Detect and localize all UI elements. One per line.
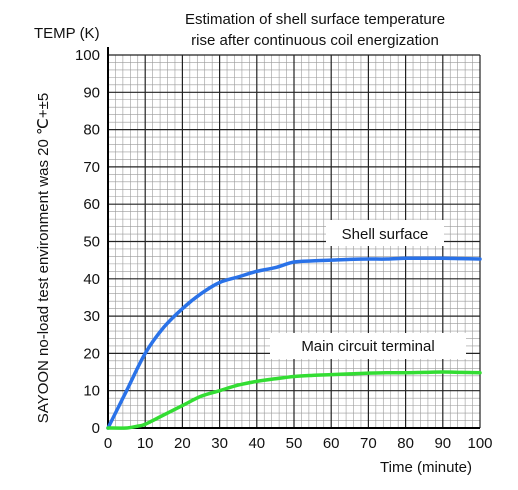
x-tick-label: 20: [174, 435, 191, 452]
tick-labels: 0 10 20 30 40 50 60 70 80 90 100 0 10 20 30 40 50 60 70 80 9…: [75, 47, 493, 452]
shell-surface-label-text: Shell surface: [342, 226, 429, 243]
y-tick-label: 0: [92, 420, 100, 437]
main-circuit-terminal-label: Main circuit terminal: [270, 333, 466, 359]
x-tick-label: 100: [467, 435, 492, 452]
series-lines: [106, 256, 482, 430]
x-tick-label: 30: [211, 435, 228, 452]
y-tick-label: 50: [83, 234, 100, 251]
y-tick-label: 20: [83, 345, 100, 362]
x-axis-label: Time (minute): [380, 459, 472, 476]
chart-title-line-1: Estimation of shell surface temperature: [185, 11, 445, 28]
x-tick-label: 70: [360, 435, 377, 452]
x-tick-label: 50: [286, 435, 303, 452]
chart-title-line-2: rise after continuous coil energization: [191, 32, 439, 49]
shell-surface-label: Shell surface: [326, 220, 444, 246]
main-circuit-terminal-label-text: Main circuit terminal: [301, 338, 434, 355]
y-tick-label: 80: [83, 122, 100, 139]
axes: [107, 47, 480, 429]
y-tick-label: 40: [83, 271, 100, 288]
x-tick-label: 90: [434, 435, 451, 452]
shell-surface-line: [106, 256, 482, 430]
y-tick-label: 90: [83, 84, 100, 101]
x-tick-label: 10: [137, 435, 154, 452]
y-tick-label: 60: [83, 196, 100, 213]
y-tick-label: 10: [83, 383, 100, 400]
x-tick-label: 60: [323, 435, 340, 452]
x-tick-label: 0: [104, 435, 112, 452]
side-note-label: SAYOON no-load test environment was 20 ℃…: [35, 93, 52, 423]
main-circuit-terminal-line: [106, 370, 482, 430]
y-tick-label: 30: [83, 308, 100, 325]
x-tick-label: 40: [248, 435, 265, 452]
y-axis-label: TEMP (K): [34, 25, 100, 42]
x-tick-label: 80: [397, 435, 414, 452]
y-tick-label: 70: [83, 159, 100, 176]
y-tick-label: 100: [75, 47, 100, 64]
